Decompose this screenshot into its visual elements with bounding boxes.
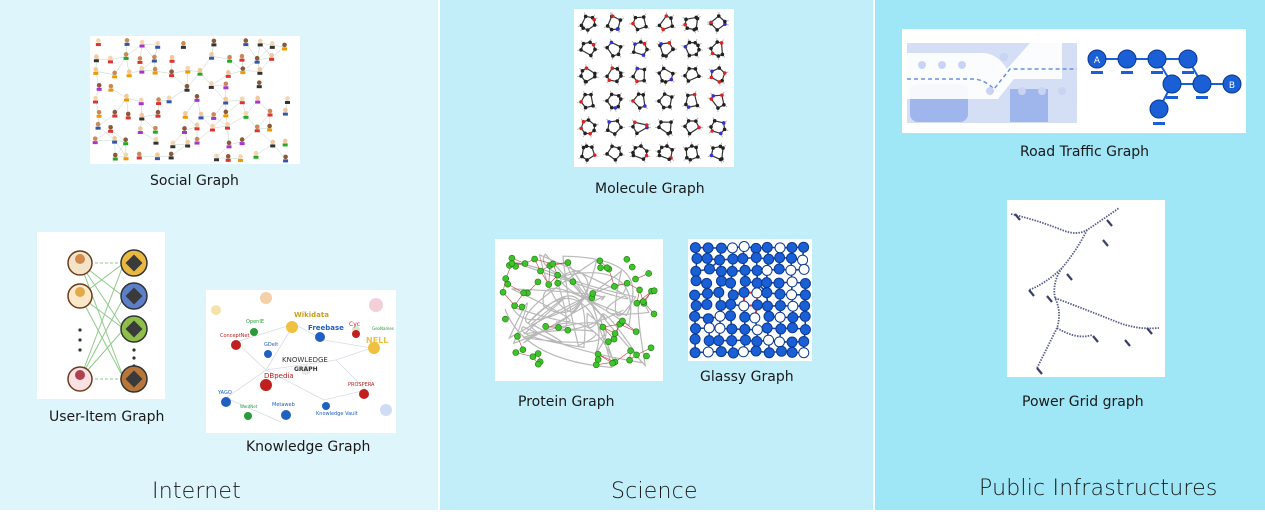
glassy-graph-image: [688, 239, 812, 361]
kg-label: YAGO: [217, 390, 232, 396]
kg-label: ConceptNet: [220, 333, 249, 339]
molecule-graph-caption: Molecule Graph: [595, 181, 705, 197]
kg-label: GDelt: [264, 342, 278, 348]
user-nodes: [67, 250, 93, 392]
social-graph-image: [90, 36, 300, 164]
kg-label: Cyc: [349, 321, 360, 328]
road-node-end-label: B: [1229, 81, 1235, 91]
kg-label: GRAPH: [294, 366, 318, 373]
protein-graph-svg: [499, 253, 658, 369]
kg-label: OpenIE: [246, 319, 264, 325]
infrastructure-panel: A B Road Traffic Graph Power Grid graph …: [875, 0, 1265, 510]
protein-graph-image: [495, 239, 663, 381]
science-panel: Molecule Graph Protein Graph Glassy Grap…: [440, 0, 873, 510]
user-item-graph-caption: User-Item Graph: [49, 409, 165, 425]
kg-label: Knowledge Vault: [316, 411, 358, 417]
road-traffic-graph-svg: A B: [907, 43, 1242, 125]
section-title-infrastructure: Public Infrastructures: [979, 476, 1218, 501]
glassy-graph-svg: [689, 241, 811, 359]
road-traffic-graph-image: A B: [902, 29, 1246, 133]
kg-label: Freebase: [308, 324, 344, 332]
power-grid-graph-image: [1007, 200, 1165, 377]
kg-label: KNOWLEDGE: [282, 356, 328, 364]
kg-label: GeoNames: [372, 326, 394, 331]
social-graph-svg: [92, 38, 290, 163]
road-traffic-graph-caption: Road Traffic Graph: [1020, 144, 1150, 160]
kg-label: DBpedia: [264, 372, 294, 380]
road-node-start-label: A: [1094, 56, 1101, 66]
knowledge-graph-image: Wikidata OpenIE Freebase Cyc GeoNames Co…: [206, 290, 396, 433]
power-grid-graph-caption: Power Grid graph: [1022, 394, 1144, 410]
protein-graph-caption: Protein Graph: [518, 394, 615, 410]
glassy-graph-caption: Glassy Graph: [700, 369, 794, 385]
molecule-graph-image: [574, 9, 734, 167]
user-item-graph-image: [37, 232, 165, 399]
kg-label: NELL: [366, 336, 388, 345]
kg-label: PROSPERA: [348, 382, 375, 388]
user-item-graph-svg: [67, 249, 148, 393]
social-graph-caption: Social Graph: [150, 173, 239, 189]
molecule-graph-svg: [577, 11, 729, 164]
power-grid-graph-svg: [1010, 207, 1160, 375]
section-title-science: Science: [611, 479, 698, 504]
kg-label: Metaweb: [272, 402, 295, 408]
internet-panel: Social Graph: [0, 0, 438, 510]
knowledge-graph-caption: Knowledge Graph: [246, 439, 371, 455]
kg-label: WordNet: [240, 404, 258, 409]
section-title-internet: Internet: [152, 479, 241, 504]
kg-label: Wikidata: [294, 311, 329, 319]
knowledge-graph-svg: Wikidata OpenIE Freebase Cyc GeoNames Co…: [211, 292, 394, 423]
